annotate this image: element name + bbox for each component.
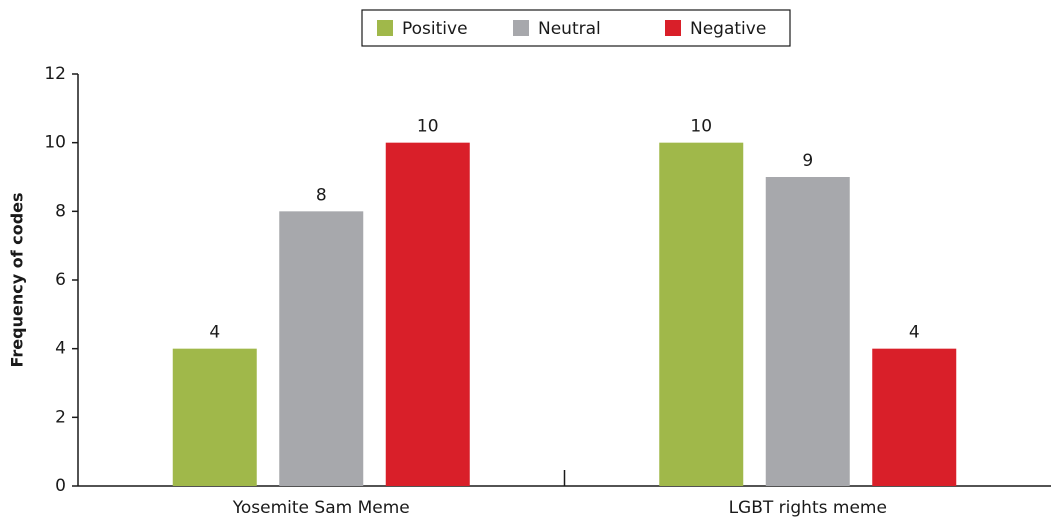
y-tick-label: 0	[55, 476, 66, 496]
legend-label: Negative	[690, 19, 766, 39]
data-label: 8	[316, 185, 327, 205]
y-tick-label: 12	[44, 64, 66, 84]
legend-swatch	[665, 20, 681, 36]
y-tick-label: 4	[55, 339, 66, 359]
legend-swatch	[513, 20, 529, 36]
data-label: 10	[690, 117, 712, 137]
legend-label: Positive	[402, 19, 468, 39]
bar	[279, 211, 364, 487]
data-label: 9	[802, 151, 813, 171]
bar	[872, 348, 957, 486]
y-tick-label: 10	[44, 133, 66, 153]
bar	[659, 142, 744, 486]
y-axis-label: Frequency of codes	[8, 192, 27, 367]
data-label: 4	[909, 323, 920, 343]
x-tick-label: LGBT rights meme	[729, 498, 887, 518]
bar	[172, 348, 257, 486]
x-tick-label: Yosemite Sam Meme	[232, 498, 410, 518]
y-tick-label: 2	[55, 407, 66, 427]
y-tick-label: 6	[55, 270, 66, 290]
legend-label: Neutral	[538, 19, 601, 39]
legend-box	[361, 9, 791, 47]
data-label: 4	[209, 323, 220, 343]
legend-swatch	[377, 20, 393, 36]
y-tick-label: 8	[55, 201, 66, 221]
bar	[385, 142, 470, 486]
data-label: 10	[417, 117, 439, 137]
bar	[765, 177, 850, 486]
